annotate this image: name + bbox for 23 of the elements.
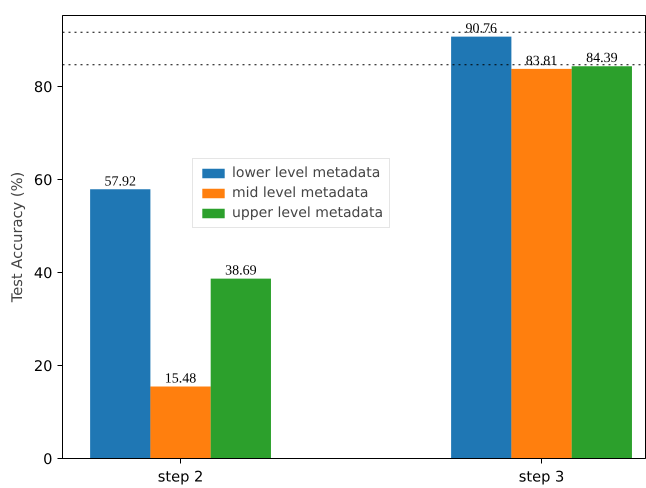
legend-label: upper level metadata — [232, 205, 384, 221]
data-label: 57.92 — [104, 174, 136, 190]
bar — [150, 386, 211, 458]
y-tick-label: 20 — [34, 358, 53, 376]
data-label: 90.76 — [466, 22, 497, 37]
bar — [210, 278, 271, 458]
data-label: 15.48 — [164, 372, 196, 387]
bar — [572, 66, 632, 458]
y-tick-label: 0 — [43, 451, 53, 468]
x-tick-label: step 2 — [158, 468, 204, 486]
data-label: 83.81 — [526, 54, 558, 69]
bar — [451, 36, 512, 458]
y-tick-label: 40 — [34, 265, 53, 282]
legend-label: lower level metadata — [232, 165, 380, 181]
legend-label: mid level metadata — [232, 185, 368, 201]
data-label: 84.39 — [586, 51, 618, 66]
y-tick-label: 80 — [34, 79, 53, 96]
data-label: 38.69 — [225, 264, 257, 279]
y-axis-title: Test Accuracy (%) — [8, 172, 26, 304]
bar — [90, 189, 150, 458]
y-tick-label: 60 — [34, 172, 53, 190]
bar — [511, 68, 572, 458]
x-tick-label: step 3 — [518, 468, 564, 486]
